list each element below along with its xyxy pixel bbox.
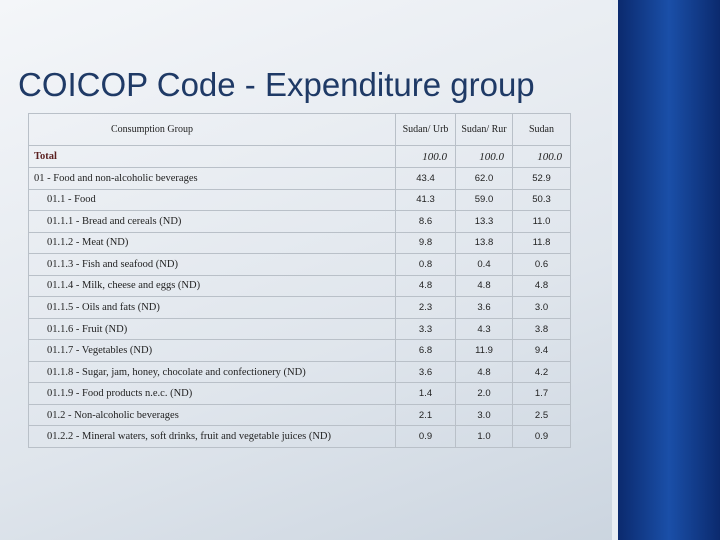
- value-cell: 13.8: [455, 231, 513, 255]
- value-cell: 52.9: [512, 167, 571, 190]
- value-cell: 8.6: [395, 210, 456, 233]
- total-value: 100.0: [395, 145, 456, 168]
- row-label: 01.1.4 - Milk, cheese and eggs (ND): [28, 274, 396, 298]
- header-cell: Sudan/ Urb: [395, 113, 456, 146]
- value-cell: 62.0: [455, 167, 513, 190]
- value-cell: 0.6: [512, 253, 571, 276]
- value-cell: 3.0: [512, 296, 571, 319]
- value-cell: 9.4: [512, 339, 571, 362]
- value-cell: 1.4: [395, 382, 456, 405]
- row-label: 01.1.6 - Fruit (ND): [28, 317, 396, 341]
- header-cell: Sudan: [512, 113, 571, 146]
- value-cell: 0.9: [512, 425, 571, 448]
- value-cell: 4.8: [512, 274, 571, 298]
- value-cell: 9.8: [395, 231, 456, 255]
- value-cell: 0.9: [395, 425, 456, 448]
- total-value: 100.0: [455, 145, 513, 168]
- value-cell: 11.8: [512, 231, 571, 255]
- value-cell: 50.3: [512, 188, 571, 212]
- value-cell: 4.8: [455, 360, 513, 384]
- table: Consumption Group Sudan/ Urb Sudan/ Rur Sud…: [28, 113, 571, 448]
- value-cell: 41.3: [395, 188, 456, 212]
- value-cell: 3.6: [395, 360, 456, 384]
- value-cell: 59.0: [455, 188, 513, 212]
- row-label: 01.1.2 - Meat (ND): [28, 231, 396, 255]
- row-label: 01.1.3 - Fish and seafood (ND): [28, 253, 396, 276]
- row-label: 01 - Food and non-alcoholic beverages: [28, 167, 396, 190]
- value-cell: 3.6: [455, 296, 513, 319]
- total-value: 100.0: [512, 145, 571, 168]
- value-cell: 13.3: [455, 210, 513, 233]
- total-label: Total: [28, 145, 396, 168]
- row-label: 01.2.2 - Mineral waters, soft drinks, fr…: [28, 425, 396, 448]
- value-cell: 11.9: [455, 339, 513, 362]
- value-cell: 3.8: [512, 317, 571, 341]
- value-cell: 43.4: [395, 167, 456, 190]
- value-cell: 4.3: [455, 317, 513, 341]
- value-cell: 3.3: [395, 317, 456, 341]
- row-label: 01.1.9 - Food products n.e.c. (ND): [28, 382, 396, 405]
- row-label: 01.1.8 - Sugar, jam, honey, chocolate an…: [28, 360, 396, 384]
- header-cell: Consumption Group: [28, 113, 396, 146]
- row-label: 01.2 - Non-alcoholic beverages: [28, 403, 396, 427]
- value-cell: 2.5: [512, 403, 571, 427]
- value-cell: 1.0: [455, 425, 513, 448]
- value-cell: 4.2: [512, 360, 571, 384]
- value-cell: 2.3: [395, 296, 456, 319]
- row-label: 01.1.1 - Bread and cereals (ND): [28, 210, 396, 233]
- slide-title: COICOP Code - Expenditure group: [18, 66, 535, 103]
- header-cell: Sudan/ Rur: [455, 113, 513, 146]
- value-cell: 6.8: [395, 339, 456, 362]
- row-label: 01.1 - Food: [28, 188, 396, 212]
- value-cell: 3.0: [455, 403, 513, 427]
- value-cell: 11.0: [512, 210, 571, 233]
- decoration-panel: [618, 0, 720, 540]
- value-cell: 2.1: [395, 403, 456, 427]
- row-label: 01.1.7 - Vegetables (ND): [28, 339, 396, 362]
- value-cell: 1.7: [512, 382, 571, 405]
- value-cell: 4.8: [395, 274, 456, 298]
- row-label: 01.1.5 - Oils and fats (ND): [28, 296, 396, 319]
- decoration-edge: [612, 0, 618, 540]
- value-cell: 0.4: [455, 253, 513, 276]
- value-cell: 4.8: [455, 274, 513, 298]
- value-cell: 0.8: [395, 253, 456, 276]
- value-cell: 2.0: [455, 382, 513, 405]
